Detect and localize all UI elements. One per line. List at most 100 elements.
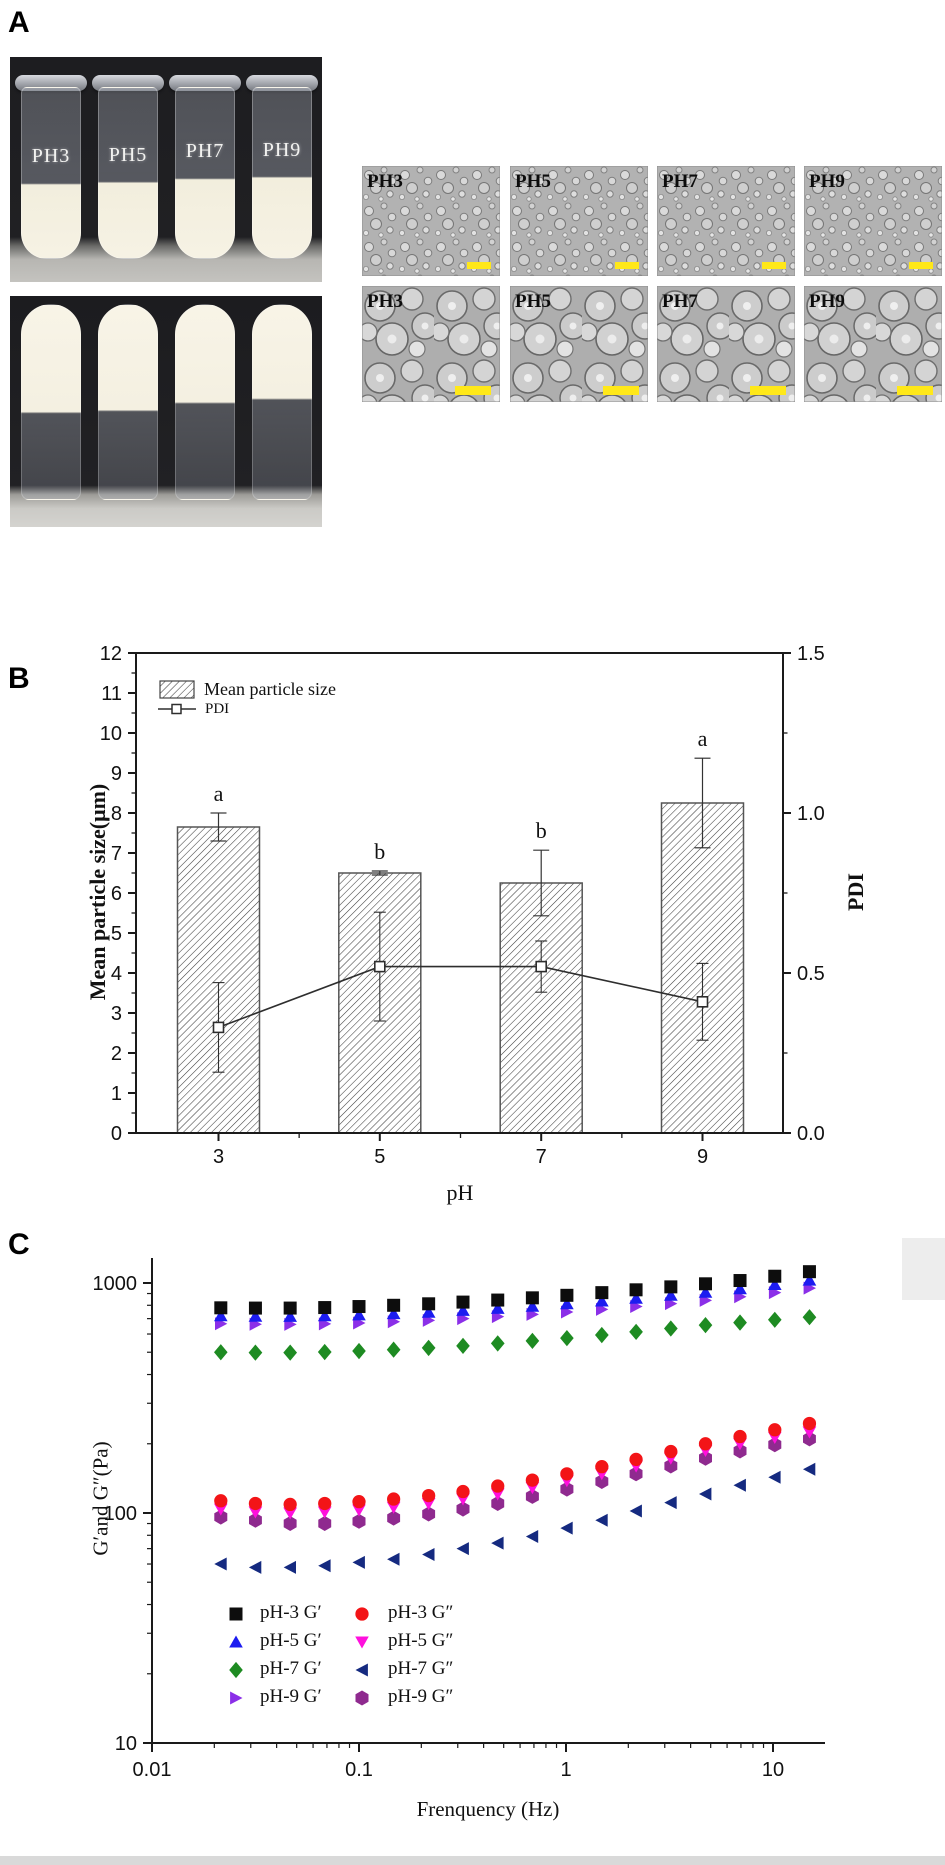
panel-c-x-axis-title: Frenquency (Hz) <box>416 1797 560 1821</box>
panel-b-label: B <box>8 662 30 695</box>
pdi-marker-ph7 <box>535 960 548 973</box>
tube-body <box>21 87 81 259</box>
b-ytick-10: 10 <box>100 723 122 745</box>
legend-label-ph7-gdprime: pH-7 G″ <box>388 1658 454 1679</box>
micrograph-ph9-row2: PH9 <box>804 286 942 402</box>
sample-tube-ph5: PH5 <box>92 75 164 259</box>
svg-text:PH3: PH3 <box>367 171 403 192</box>
b-ytick-7: 7 <box>111 843 122 865</box>
pdi-marker-ph5 <box>373 960 386 973</box>
sample-tube-ph9: PH9 <box>246 75 318 259</box>
b-xtick-5: 5 <box>374 1146 385 1168</box>
tube-label: PH7 <box>185 140 225 163</box>
inverted-tube-ph3 <box>21 304 81 500</box>
b-ytick-0: 0 <box>111 1123 122 1145</box>
svg-text:PH7: PH7 <box>662 171 698 192</box>
legend-label-ph9-gprime: pH-9 G′ <box>260 1686 322 1707</box>
tube-label: PH5 <box>108 143 148 166</box>
svg-text:PH5: PH5 <box>515 171 551 192</box>
tube-body <box>21 304 81 500</box>
bar-error-ph7 <box>533 849 550 917</box>
micrograph-grid: PH3 PH5 PH7 <box>0 0 945 530</box>
b-ytick-9: 9 <box>111 763 122 785</box>
legend-marker-ph3-gdprime <box>352 1603 372 1623</box>
svg-text:PH9: PH9 <box>809 171 845 192</box>
c-xtick-10: 10 <box>762 1759 784 1781</box>
legend-item-mean-particle-size: Mean particle size <box>159 679 336 699</box>
micrograph-ph7-row1: PH7 <box>657 166 795 276</box>
legend-label-ph5-gprime: pH-5 G′ <box>260 1630 322 1651</box>
micrograph-ph3-row2: PH3 <box>362 286 500 402</box>
series-ph-9-g- <box>214 1431 816 1531</box>
c-xtick-0.1: 0.1 <box>345 1759 373 1781</box>
sig-letter-ph3: a <box>214 781 224 806</box>
pdi-line-marker-icon <box>157 702 197 716</box>
pdi-marker-ph3 <box>212 1021 225 1034</box>
inverted-tube-ph5 <box>98 304 158 500</box>
legend-label-ph5-gdprime: pH-5 G″ <box>388 1630 454 1651</box>
legend-marker-ph9-gdprime <box>352 1687 372 1707</box>
inverted-tube-ph9 <box>252 304 312 500</box>
b-ytick-11: 11 <box>101 683 122 705</box>
tube-body <box>252 87 312 259</box>
legend-marker-ph7-gprime <box>226 1659 246 1679</box>
legend-label-mean-particle-size: Mean particle size <box>204 678 336 699</box>
bar-ph3 <box>176 826 261 1134</box>
tube-body <box>175 87 235 259</box>
b-rytick-0: 0.0 <box>797 1123 825 1145</box>
bar-error-ph5 <box>371 870 388 876</box>
panel-c-label: C <box>8 1228 30 1261</box>
scan-artifact-bottom-bar <box>0 1856 945 1865</box>
b-rytick-0.5: 0.5 <box>797 963 825 985</box>
b-xtick-9: 9 <box>697 1146 708 1168</box>
legend-marker-ph5-gdprime <box>352 1631 372 1651</box>
panel-b-x-axis-title: pH <box>446 1180 474 1205</box>
tube-body <box>98 87 158 259</box>
legend-marker-ph9-gprime <box>226 1687 246 1707</box>
c-ytick-100: 100 <box>104 1503 137 1525</box>
bar-error-ph9 <box>694 757 711 849</box>
series-ph-7-g- <box>214 1309 817 1361</box>
c-xtick-1: 1 <box>560 1759 571 1781</box>
legend-item-pdi: PDI <box>157 701 229 717</box>
series-ph-3-g- <box>214 1416 817 1512</box>
tube-body <box>175 304 235 500</box>
b-ytick-4: 4 <box>111 963 122 985</box>
panel-a-label: A <box>8 6 30 39</box>
b-ytick-12: 12 <box>100 643 122 665</box>
legend-marker-ph7-gdprime <box>352 1659 372 1679</box>
c-xtick-0.01: 0.01 <box>133 1759 172 1781</box>
svg-text:PH9: PH9 <box>809 291 845 312</box>
micrograph-ph9-row1: PH9 <box>804 166 942 276</box>
legend-label-ph3-gdprime: pH-3 G″ <box>388 1602 454 1623</box>
svg-text:PH7: PH7 <box>662 291 698 312</box>
emulsion-tubes-photo-inverted <box>10 296 322 527</box>
b-ytick-1: 1 <box>111 1083 122 1105</box>
series-ph-7-g- <box>214 1462 816 1574</box>
legend-label-ph7-gprime: pH-7 G′ <box>260 1658 322 1679</box>
b-ytick-3: 3 <box>111 1003 122 1025</box>
hatch-swatch-icon <box>159 679 195 699</box>
sample-tube-ph3: PH3 <box>15 75 87 259</box>
svg-text:PH5: PH5 <box>515 291 551 312</box>
bar-error-ph3 <box>210 812 227 842</box>
b-rytick-1.5: 1.5 <box>797 643 825 665</box>
tube-label: PH3 <box>31 145 71 168</box>
legend-marker-ph5-gprime <box>226 1631 246 1651</box>
legend-label-ph9-gdprime: pH-9 G″ <box>388 1686 454 1707</box>
scan-artifact-gray-patch <box>902 1238 945 1300</box>
inverted-tube-ph7 <box>175 304 235 500</box>
pdi-line <box>218 965 703 1029</box>
tube-label: PH9 <box>262 138 302 161</box>
series-ph-5-g- <box>214 1273 817 1322</box>
tube-body <box>252 304 312 500</box>
sig-letter-ph9: a <box>698 726 708 751</box>
b-rytick-1: 1.0 <box>797 803 825 825</box>
b-xtick-7: 7 <box>536 1146 547 1168</box>
b-ytick-6: 6 <box>111 883 122 905</box>
bar-ph7 <box>499 882 583 1134</box>
legend-marker-ph3-gprime <box>226 1603 246 1623</box>
